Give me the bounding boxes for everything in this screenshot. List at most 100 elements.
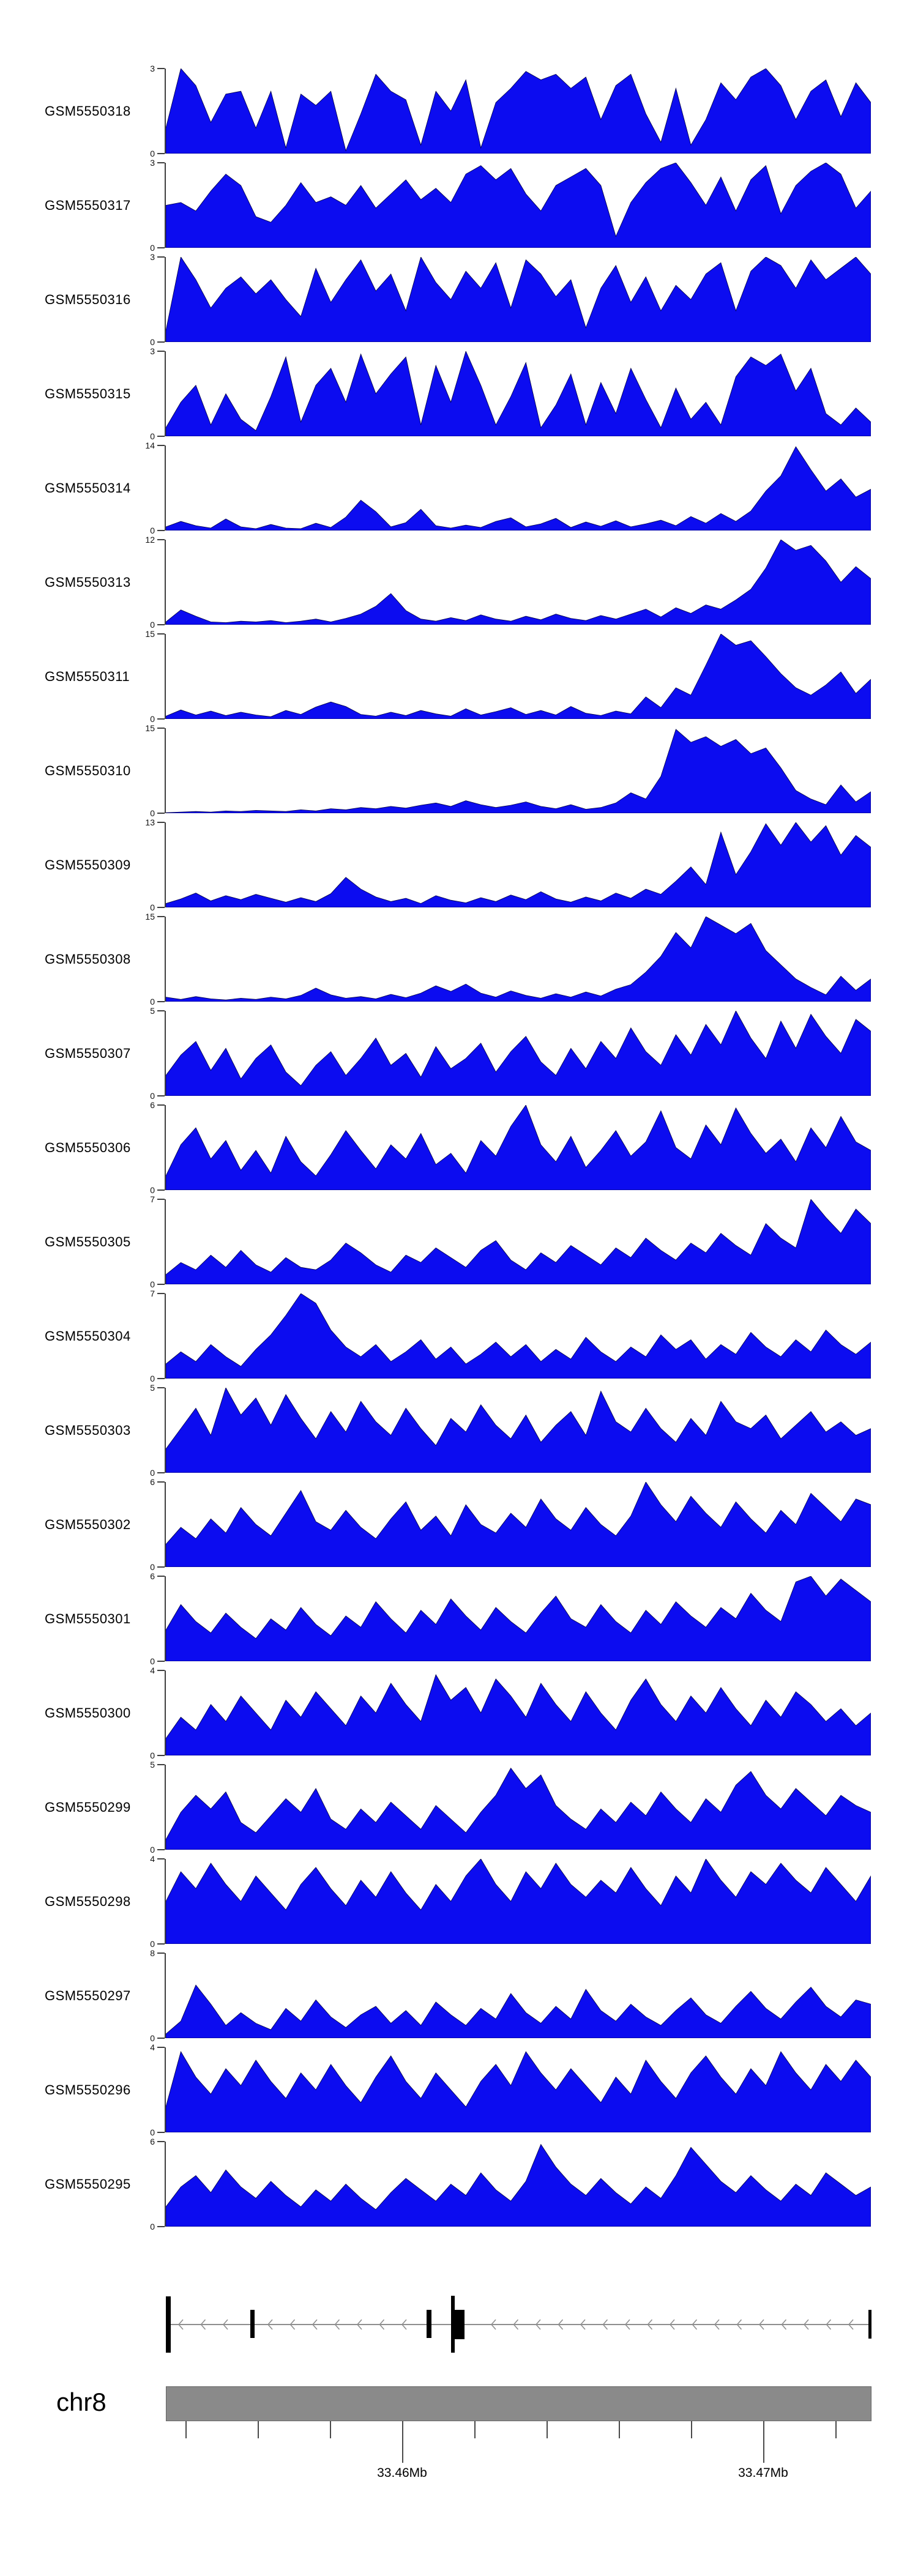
coverage-area-shape — [166, 1105, 871, 1190]
y-max-label: 4 — [150, 1666, 155, 1675]
chromosome-ideogram-bar — [166, 2386, 871, 2421]
strand-left-arrow-icon — [289, 2319, 296, 2330]
y-max-label: 4 — [150, 1854, 155, 1864]
strand-left-arrow-icon — [580, 2319, 586, 2330]
track-y-axis-line — [165, 1199, 166, 1284]
track-y-axis-line — [165, 2142, 166, 2227]
y-axis-zero-tick — [157, 436, 165, 437]
coverage-area-chart — [166, 1984, 871, 2038]
y-axis-top-tick — [157, 1481, 165, 1483]
y-axis-zero-tick — [157, 907, 165, 908]
y-axis-zero-tick — [157, 530, 165, 531]
track-y-axis-line — [165, 351, 166, 436]
y-axis-zero-tick — [157, 718, 165, 720]
axis-minor-tick — [330, 2421, 331, 2438]
strand-left-arrow-icon — [222, 2319, 228, 2330]
strand-left-arrow-icon — [803, 2319, 809, 2330]
y-zero-label: 0 — [150, 1939, 155, 1949]
strand-left-arrow-icon — [602, 2319, 608, 2330]
track-sample-label: GSM5550300 — [45, 1705, 131, 1721]
coverage-area-shape — [166, 1482, 871, 1567]
track-y-axis-line — [165, 728, 166, 813]
track-sample-label: GSM5550303 — [45, 1422, 131, 1438]
y-max-label: 14 — [145, 441, 155, 450]
y-zero-label: 0 — [150, 1091, 155, 1101]
axis-minor-tick — [474, 2421, 476, 2438]
strand-left-arrow-icon — [714, 2319, 720, 2330]
strand-left-arrow-icon — [177, 2319, 184, 2330]
coverage-area-shape — [166, 1294, 871, 1379]
y-max-label: 15 — [145, 912, 155, 921]
y-axis-zero-tick — [157, 1095, 165, 1096]
coverage-area-chart — [166, 1576, 871, 1661]
y-max-label: 5 — [150, 1760, 155, 1770]
y-axis-zero-tick — [157, 153, 165, 154]
track-sample-label: GSM5550302 — [45, 1516, 131, 1532]
coverage-area-chart — [166, 163, 871, 248]
coverage-area-chart — [166, 822, 871, 907]
track-y-axis-line — [165, 634, 166, 719]
y-axis-top-tick — [157, 445, 165, 446]
coverage-area-shape — [166, 257, 871, 342]
track-y-axis-line — [165, 1388, 166, 1473]
y-max-label: 3 — [150, 64, 155, 73]
strand-left-arrow-icon — [669, 2319, 675, 2330]
y-axis-zero-tick — [157, 247, 165, 248]
y-axis-top-tick — [157, 351, 165, 352]
y-max-label: 8 — [150, 1948, 155, 1958]
track-sample-label: GSM5550315 — [45, 385, 131, 401]
coverage-area-chart — [166, 257, 871, 342]
strand-left-arrow-icon — [647, 2319, 653, 2330]
strand-left-arrow-icon — [490, 2319, 496, 2330]
y-zero-label: 0 — [150, 620, 155, 630]
strand-left-arrow-icon — [334, 2319, 340, 2330]
y-axis-zero-tick — [157, 1566, 165, 1568]
chromosome-label: chr8 — [56, 2388, 106, 2416]
y-axis-top-tick — [157, 539, 165, 540]
y-axis-top-tick — [157, 2047, 165, 2048]
strand-left-arrow-icon — [736, 2319, 742, 2330]
y-max-label: 3 — [150, 158, 155, 168]
track-y-axis-line — [165, 445, 166, 530]
exon-box — [250, 2310, 255, 2338]
strand-left-arrow-icon — [356, 2319, 362, 2330]
axis-tick-label: 33.46Mb — [377, 2466, 427, 2480]
strand-left-arrow-icon — [535, 2319, 541, 2330]
coverage-area-shape — [166, 2143, 871, 2227]
y-axis-top-tick — [157, 1576, 165, 1577]
y-axis-top-tick — [157, 256, 165, 258]
track-y-axis-line — [165, 1576, 166, 1661]
coverage-area-shape — [166, 351, 871, 436]
track-y-axis-line — [165, 2047, 166, 2132]
y-zero-label: 0 — [150, 1562, 155, 1572]
coverage-area-chart — [166, 1294, 871, 1379]
gene-model-track — [166, 2296, 871, 2353]
axis-minor-tick — [547, 2421, 548, 2438]
y-axis-zero-tick — [157, 1849, 165, 1850]
coverage-area-chart — [166, 1388, 871, 1473]
strand-left-arrow-icon — [781, 2319, 787, 2330]
y-axis-top-tick — [157, 633, 165, 635]
y-max-label: 3 — [150, 252, 155, 262]
exon-box — [868, 2310, 871, 2339]
y-zero-label: 0 — [150, 1751, 155, 1760]
strand-left-arrow-icon — [558, 2319, 564, 2330]
axis-tick-label: 33.47Mb — [738, 2466, 788, 2480]
track-y-axis-line — [165, 1670, 166, 1755]
coverage-area-chart — [166, 634, 871, 719]
strand-left-arrow-icon — [379, 2319, 385, 2330]
track-sample-label: GSM5550316 — [45, 291, 131, 307]
y-axis-top-tick — [157, 1858, 165, 1859]
y-max-label: 7 — [150, 1289, 155, 1298]
coverage-area-chart — [166, 1674, 871, 1755]
coverage-area-shape — [166, 1011, 871, 1096]
track-sample-label: GSM5550317 — [45, 197, 131, 213]
y-max-label: 5 — [150, 1006, 155, 1016]
coverage-area-chart — [166, 1105, 871, 1190]
strand-left-arrow-icon — [624, 2319, 630, 2330]
y-axis-top-tick — [157, 1952, 165, 1954]
y-max-label: 6 — [150, 1571, 155, 1581]
coverage-area-shape — [166, 1859, 871, 1944]
y-axis-top-tick — [157, 728, 165, 729]
y-zero-label: 0 — [150, 808, 155, 818]
